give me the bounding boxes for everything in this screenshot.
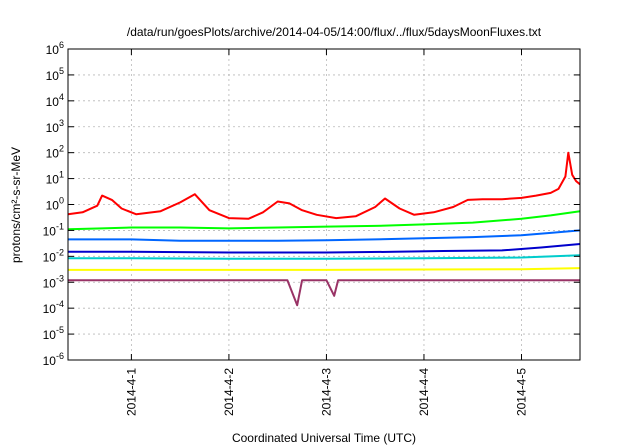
y-tick-label: 103: [46, 118, 64, 135]
y-tick-label: 105: [46, 66, 64, 83]
y-tick-label: 10-2: [43, 247, 64, 264]
series-line-6: [68, 267, 581, 271]
y-axis: 10-6 10-5 10-4 10-3 10-2 10-1 100 101 102 103 104 1…: [43, 40, 580, 368]
series-line-4: [68, 243, 581, 254]
y-tick-label: 100: [46, 196, 64, 213]
x-axis: 2014-4-1 2014-4-2 2014-4-3 2014-4-4 2014-4-5: [124, 49, 528, 416]
series-line-3: [68, 229, 581, 242]
y-tick-label: 10-4: [43, 299, 64, 316]
grid: [68, 49, 580, 360]
x-tick-label: 2014-4-4: [417, 368, 431, 416]
y-tick-label: 102: [46, 144, 64, 161]
y-tick-label: 10-5: [43, 325, 64, 342]
series-line-5: [68, 254, 581, 260]
y-tick-label: 10-6: [43, 351, 64, 368]
series-line-7: [68, 279, 580, 307]
x-axis-label: Coordinated Universal Time (UTC): [232, 431, 416, 445]
series-group: [67, 151, 581, 307]
x-tick-label: 2014-4-5: [514, 368, 528, 416]
series-line-2: [67, 210, 581, 231]
series-line-1: [67, 151, 581, 220]
y-tick-label: 10-3: [43, 273, 64, 290]
y-tick-label: 104: [46, 92, 64, 109]
y-tick-label: 106: [46, 40, 64, 57]
y-tick-label: 101: [46, 170, 64, 187]
y-axis-label: protons/cm²-s-sr-MeV: [9, 147, 23, 263]
x-tick-label: 2014-4-1: [124, 368, 138, 416]
x-tick-label: 2014-4-2: [222, 368, 236, 416]
chart-title: /data/run/goesPlots/archive/2014-04-05/1…: [127, 25, 542, 39]
x-tick-label: 2014-4-3: [319, 368, 333, 416]
y-tick-label: 10-1: [43, 221, 64, 238]
